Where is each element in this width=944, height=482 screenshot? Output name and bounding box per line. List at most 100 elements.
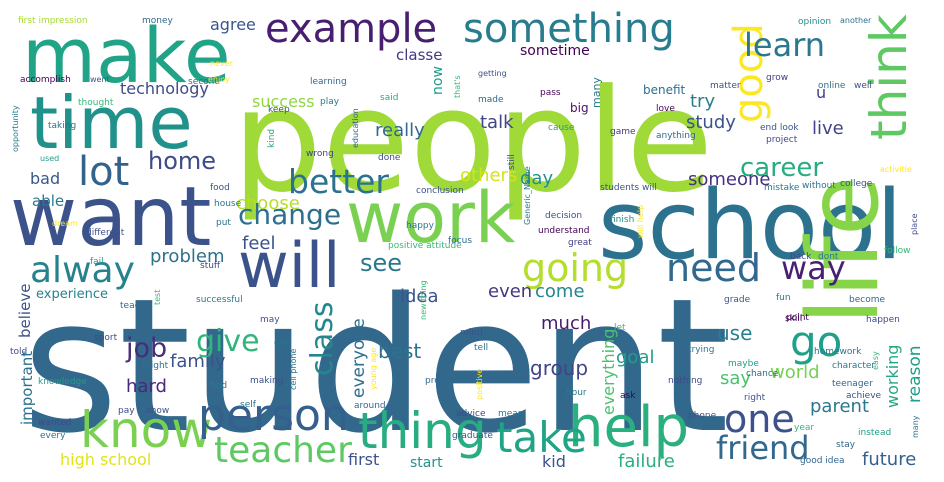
word-thing: thing xyxy=(358,402,487,460)
word-group: group xyxy=(530,356,588,380)
word-never: never xyxy=(210,59,234,68)
word-find: find xyxy=(210,381,227,391)
word-every: every xyxy=(40,431,66,441)
word-back: back xyxy=(790,252,812,262)
word-got: got xyxy=(274,338,289,348)
word-someone: someone xyxy=(688,169,771,190)
word-many: many xyxy=(590,77,603,108)
word-teach: teach xyxy=(120,301,145,311)
word-test: test xyxy=(153,290,162,305)
word-great: great xyxy=(568,238,592,248)
word-think: think xyxy=(860,14,918,140)
word-u: u xyxy=(816,83,826,102)
word-online: online xyxy=(818,81,846,91)
word-love: love xyxy=(656,104,675,114)
word-second: second xyxy=(188,77,220,87)
word-first: first xyxy=(348,450,379,469)
word-keep: keep xyxy=(268,105,290,115)
word-without: without xyxy=(802,181,836,191)
word-another: another xyxy=(840,16,872,25)
word-play: play xyxy=(320,97,340,107)
word-kind: kind xyxy=(267,129,277,148)
word-instead: instead xyxy=(858,428,891,438)
word-future: future xyxy=(862,449,916,470)
word-made: made xyxy=(478,95,504,105)
word-good-idea: good idea xyxy=(800,456,845,466)
word-skill: skill xyxy=(785,314,802,324)
word-matter: matter xyxy=(710,81,741,91)
word-successful: successful xyxy=(196,295,243,305)
word-grow: grow xyxy=(766,73,788,83)
word-best: best xyxy=(378,339,421,363)
word-hour: hour xyxy=(566,388,587,398)
word-bad: bad xyxy=(30,169,60,188)
word-used: used xyxy=(40,154,59,163)
word-still: still xyxy=(507,154,517,170)
word-year: year xyxy=(794,423,814,433)
word-even: even xyxy=(488,281,532,302)
word-come: come xyxy=(535,281,585,302)
word-problem: problem xyxy=(150,246,224,267)
word-help: help xyxy=(568,395,689,460)
word-put: put xyxy=(216,218,231,228)
word-let: let xyxy=(614,323,626,333)
word-technology: technology xyxy=(120,79,209,98)
word-sport: sport xyxy=(94,333,118,343)
word-job: job xyxy=(125,333,167,364)
word-talk: talk xyxy=(480,112,514,133)
word-different: different xyxy=(86,228,125,238)
word-going: going xyxy=(522,246,628,290)
word-enjoy: enjoy xyxy=(208,75,230,84)
word-right: right xyxy=(744,393,766,403)
word-class: class xyxy=(305,302,340,376)
word-college: college xyxy=(840,179,873,189)
word-see: see xyxy=(360,249,402,277)
word-finish: finish xyxy=(610,215,634,225)
word-decision: decision xyxy=(545,211,582,221)
word-phone: phone xyxy=(688,411,717,421)
word-around: around xyxy=(354,401,386,411)
word-opinion: opinion xyxy=(798,17,831,27)
word-home: home xyxy=(148,147,216,175)
word-example: example xyxy=(265,6,437,52)
word-time: time xyxy=(30,81,193,165)
word-agree: agree xyxy=(210,15,256,34)
word-homework: homework xyxy=(814,347,862,357)
word-may: may xyxy=(260,315,280,325)
word-grade: grade xyxy=(724,295,751,305)
word-believe: believe xyxy=(16,284,34,338)
word-idea: idea xyxy=(400,286,439,307)
word-good: good xyxy=(726,23,772,123)
word-live: live xyxy=(812,118,844,139)
word-school: school xyxy=(598,171,903,281)
word-career: career xyxy=(740,153,823,183)
word-end-look: end look xyxy=(760,123,799,133)
word-positive: positive xyxy=(475,369,484,400)
word-everyone: everyone xyxy=(349,318,369,398)
word-money: money xyxy=(142,16,174,26)
word-might: might xyxy=(142,361,169,371)
word-know: know xyxy=(80,401,212,459)
word-accomplish: accomplish xyxy=(20,75,71,85)
word-change: change xyxy=(238,198,341,231)
word-high-school: high school xyxy=(60,450,151,469)
word-lot: lot xyxy=(78,149,129,195)
word-show: show xyxy=(146,406,169,416)
word-become: become xyxy=(849,295,885,305)
word-nothing: nothing xyxy=(668,376,702,386)
word-teacher: teacher xyxy=(214,430,352,471)
word-failure: failure xyxy=(618,451,675,472)
word-give: give xyxy=(196,324,260,359)
word-need: need xyxy=(666,246,761,290)
word-taking: taking xyxy=(48,121,76,131)
word-better: better xyxy=(288,162,389,201)
word-classe: classe xyxy=(396,46,442,64)
word-big: big xyxy=(570,101,589,115)
word-day: day xyxy=(520,168,553,189)
word-cell-phone: cell phone xyxy=(289,349,298,390)
word-dont: dont xyxy=(818,252,839,262)
word-cause: cause xyxy=(548,123,575,133)
word-goal: goal xyxy=(616,347,654,368)
